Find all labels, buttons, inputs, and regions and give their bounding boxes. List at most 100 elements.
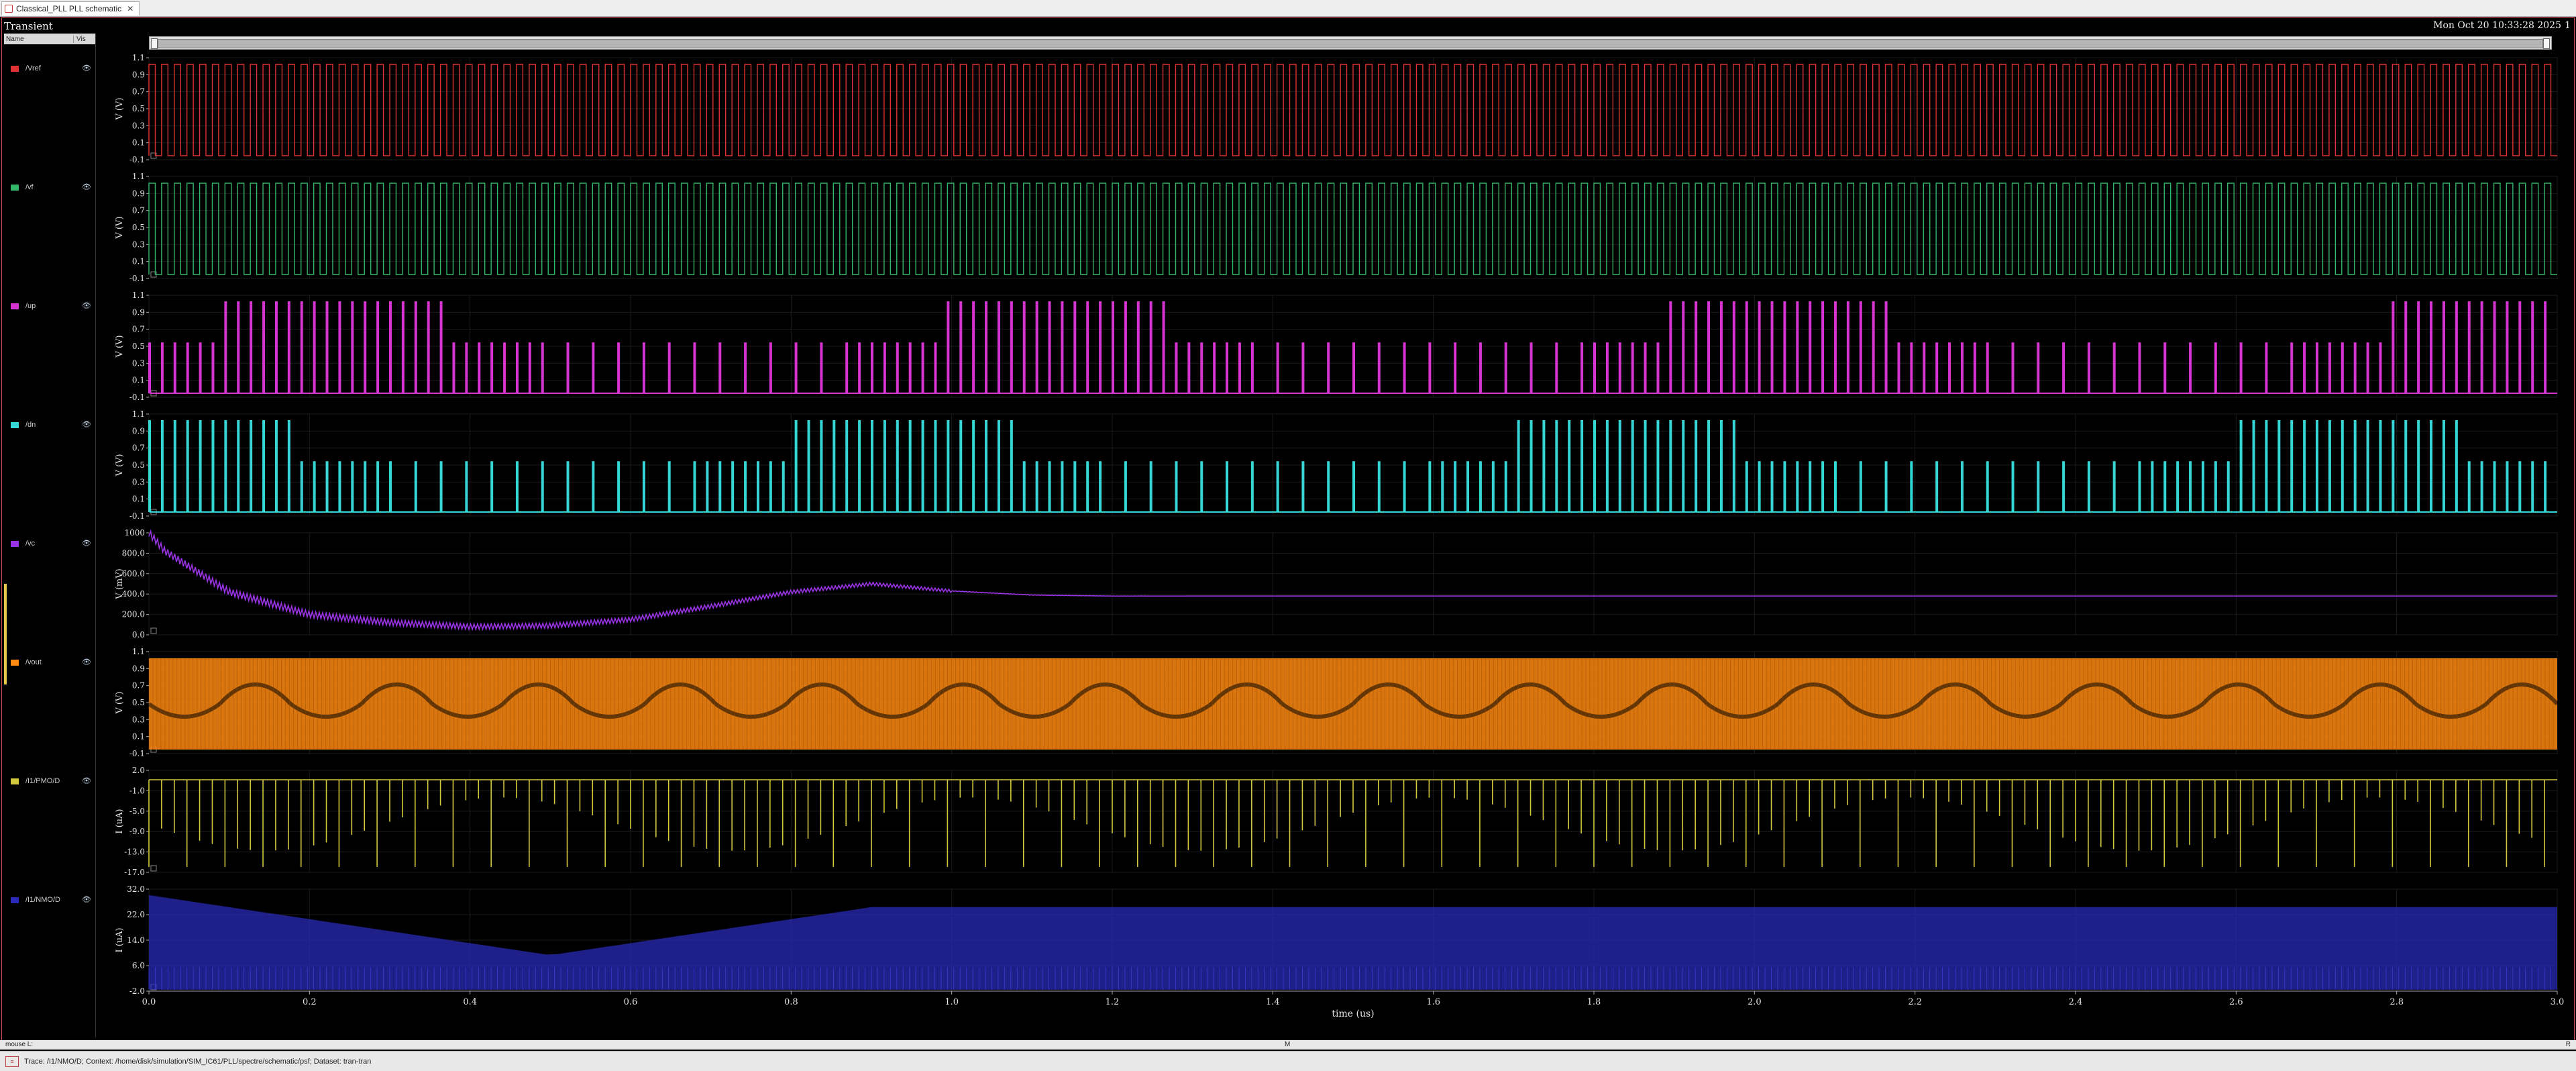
y-tick-label: -13.0 xyxy=(124,848,145,857)
waveform-gap xyxy=(360,682,434,706)
x-tick-label: 1.4 xyxy=(1266,997,1280,1007)
plot-strip[interactable]: 1000 800.0 600.0 400.0 200.0 0.0 V (mV) xyxy=(115,528,2558,640)
y-tick-label: 2.0 xyxy=(132,766,145,775)
y-tick-label: 0.9 xyxy=(132,426,145,436)
y-tick-label: 1.1 xyxy=(132,172,145,181)
waveform-edges xyxy=(148,658,2554,750)
plot-strip[interactable]: 1.1 0.9 0.7 0.5 0.3 0.1 -0.1 V (V) xyxy=(115,409,2558,521)
eye-icon[interactable]: 👁 xyxy=(82,658,91,666)
eye-icon[interactable]: 👁 xyxy=(82,64,91,72)
waveform-edges xyxy=(148,967,2551,990)
scroll-right-handle[interactable] xyxy=(2543,38,2550,49)
strip-marker[interactable] xyxy=(150,627,157,634)
trace-item[interactable]: /I1/PMO/D 👁 xyxy=(11,777,91,785)
plot-strip[interactable]: 1.1 0.9 0.7 0.5 0.3 0.1 -0.1 V (V) xyxy=(115,172,2558,283)
y-tick-label: 0.9 xyxy=(132,189,145,198)
trace-item[interactable]: /vf 👁 xyxy=(11,183,91,191)
plot-strip[interactable]: 1.1 0.9 0.7 0.5 0.3 0.1 -0.1 V (V) xyxy=(115,291,2558,402)
waveform xyxy=(148,183,2557,275)
waveform-gap xyxy=(2059,682,2134,706)
y-tick-label: 0.5 xyxy=(132,342,145,351)
y-tick-label: 200.0 xyxy=(122,610,145,619)
waveform-gap xyxy=(643,682,717,706)
name-column-header[interactable]: Name xyxy=(4,35,74,43)
y-tick-label: -2.0 xyxy=(129,986,145,996)
y-tick-label: 0.0 xyxy=(132,630,145,640)
plot-strip[interactable]: 1.1 0.9 0.7 0.5 0.3 0.1 -0.1 V (V) xyxy=(115,647,2559,758)
x-tick-label: 0.4 xyxy=(463,997,477,1007)
trace-item[interactable]: /I1/NMO/D 👁 xyxy=(11,896,91,904)
y-tick-label: 0.3 xyxy=(132,477,145,487)
schematic-icon xyxy=(5,5,13,13)
eye-icon[interactable]: 👁 xyxy=(82,183,91,191)
y-tick-label: -1.0 xyxy=(129,786,145,795)
scroll-thumb[interactable] xyxy=(158,39,2543,48)
y-tick-label: 0.9 xyxy=(132,70,145,79)
x-scrollbar[interactable] xyxy=(149,36,2552,50)
waveform xyxy=(148,64,2557,156)
trace-color-swatch xyxy=(11,897,19,903)
tab-bar: Classical_PLL PLL schematic ✕ xyxy=(0,0,2576,17)
waveform-plots[interactable]: 1.1 0.9 0.7 0.5 0.3 0.1 -0.1 V (V) 1.1 0.9 0.7 0.5 0… xyxy=(94,54,2576,1040)
trace-name: /I1/NMO/D xyxy=(25,896,60,904)
waveform-gap xyxy=(1847,702,1921,719)
waveform-gap xyxy=(1210,682,1284,706)
mouse-right-label: R xyxy=(2565,1041,2571,1048)
eye-icon[interactable]: 👁 xyxy=(82,421,91,429)
y-tick-label: 0.3 xyxy=(132,121,145,130)
waveform-gap xyxy=(1706,702,1780,719)
y-tick-label: 800.0 xyxy=(122,548,145,558)
trace-item[interactable]: /up 👁 xyxy=(11,302,91,310)
trace-item[interactable]: /dn 👁 xyxy=(11,421,91,429)
trace-item[interactable]: /vc 👁 xyxy=(11,540,91,548)
plot-strip[interactable]: 1.1 0.9 0.7 0.5 0.3 0.1 -0.1 V (V) xyxy=(115,54,2558,164)
waveform-gap xyxy=(785,682,859,706)
trace-color-swatch xyxy=(11,778,19,784)
waveform-gap xyxy=(572,702,646,719)
trace-name: /vf xyxy=(25,183,34,191)
y-tick-label: 0.9 xyxy=(132,664,145,673)
y-tick-label: 0.1 xyxy=(132,138,145,148)
y-tick-label: 600.0 xyxy=(122,569,145,578)
waveform-fill xyxy=(149,895,2557,990)
visibility-column-header[interactable]: Vis xyxy=(76,35,86,43)
y-axis-label: I (uA) xyxy=(115,927,125,952)
x-tick-label: 3.0 xyxy=(2551,997,2565,1007)
y-tick-label: 0.7 xyxy=(132,444,145,453)
y-tick-label: 14.0 xyxy=(127,935,145,945)
tab-classical-pll[interactable]: Classical_PLL PLL schematic ✕ xyxy=(1,1,140,15)
y-tick-label: 1.1 xyxy=(132,291,145,300)
y-tick-label: 32.0 xyxy=(127,884,145,894)
waveform-gap xyxy=(998,702,1071,719)
waveform-gap xyxy=(1635,682,1709,706)
waveform-gap xyxy=(1068,682,1142,706)
x-tick-label: 0.6 xyxy=(624,997,638,1007)
y-tick-label: -17.0 xyxy=(124,868,145,877)
waveform xyxy=(148,779,2557,867)
y-tick-label: 0.5 xyxy=(132,223,145,232)
trace-color-swatch xyxy=(11,65,19,72)
plot-strip[interactable]: 32.0 22.0 14.0 6.0 -2.0 I (uA) xyxy=(115,884,2558,996)
eye-icon[interactable]: 👁 xyxy=(82,896,91,904)
eye-icon[interactable]: 👁 xyxy=(82,302,91,310)
close-icon[interactable]: ✕ xyxy=(127,4,134,13)
y-tick-label: 0.5 xyxy=(132,698,145,707)
trace-panel: Name Vis /Vref 👁/vf 👁/up 👁/dn 👁/vc 👁/vout 👁/I1… xyxy=(4,34,96,1037)
scroll-left-handle[interactable] xyxy=(151,38,158,49)
trace-item[interactable]: /vout 👁 xyxy=(11,658,91,666)
eye-icon[interactable]: 👁 xyxy=(82,777,91,785)
waveform-gap xyxy=(1422,702,1496,719)
plot-strip[interactable]: 2.0 -1.0 -5.0 -9.0 -13.0 -17.0 I (uA) xyxy=(115,766,2558,877)
x-tick-label: 2.0 xyxy=(1748,997,1762,1007)
waveform-gap xyxy=(926,682,1001,706)
eye-icon[interactable]: 👁 xyxy=(82,540,91,548)
trace-name: /dn xyxy=(25,421,36,429)
waveform xyxy=(148,529,2557,631)
trace-item[interactable]: /Vref 👁 xyxy=(11,64,91,72)
y-tick-label: 0.3 xyxy=(132,358,145,368)
trace-color-swatch xyxy=(11,540,19,547)
strip-marker[interactable] xyxy=(150,865,157,872)
x-tick-label: 0.2 xyxy=(303,997,317,1007)
y-tick-label: 1000 xyxy=(124,528,145,538)
y-tick-label: -9.0 xyxy=(129,827,145,836)
